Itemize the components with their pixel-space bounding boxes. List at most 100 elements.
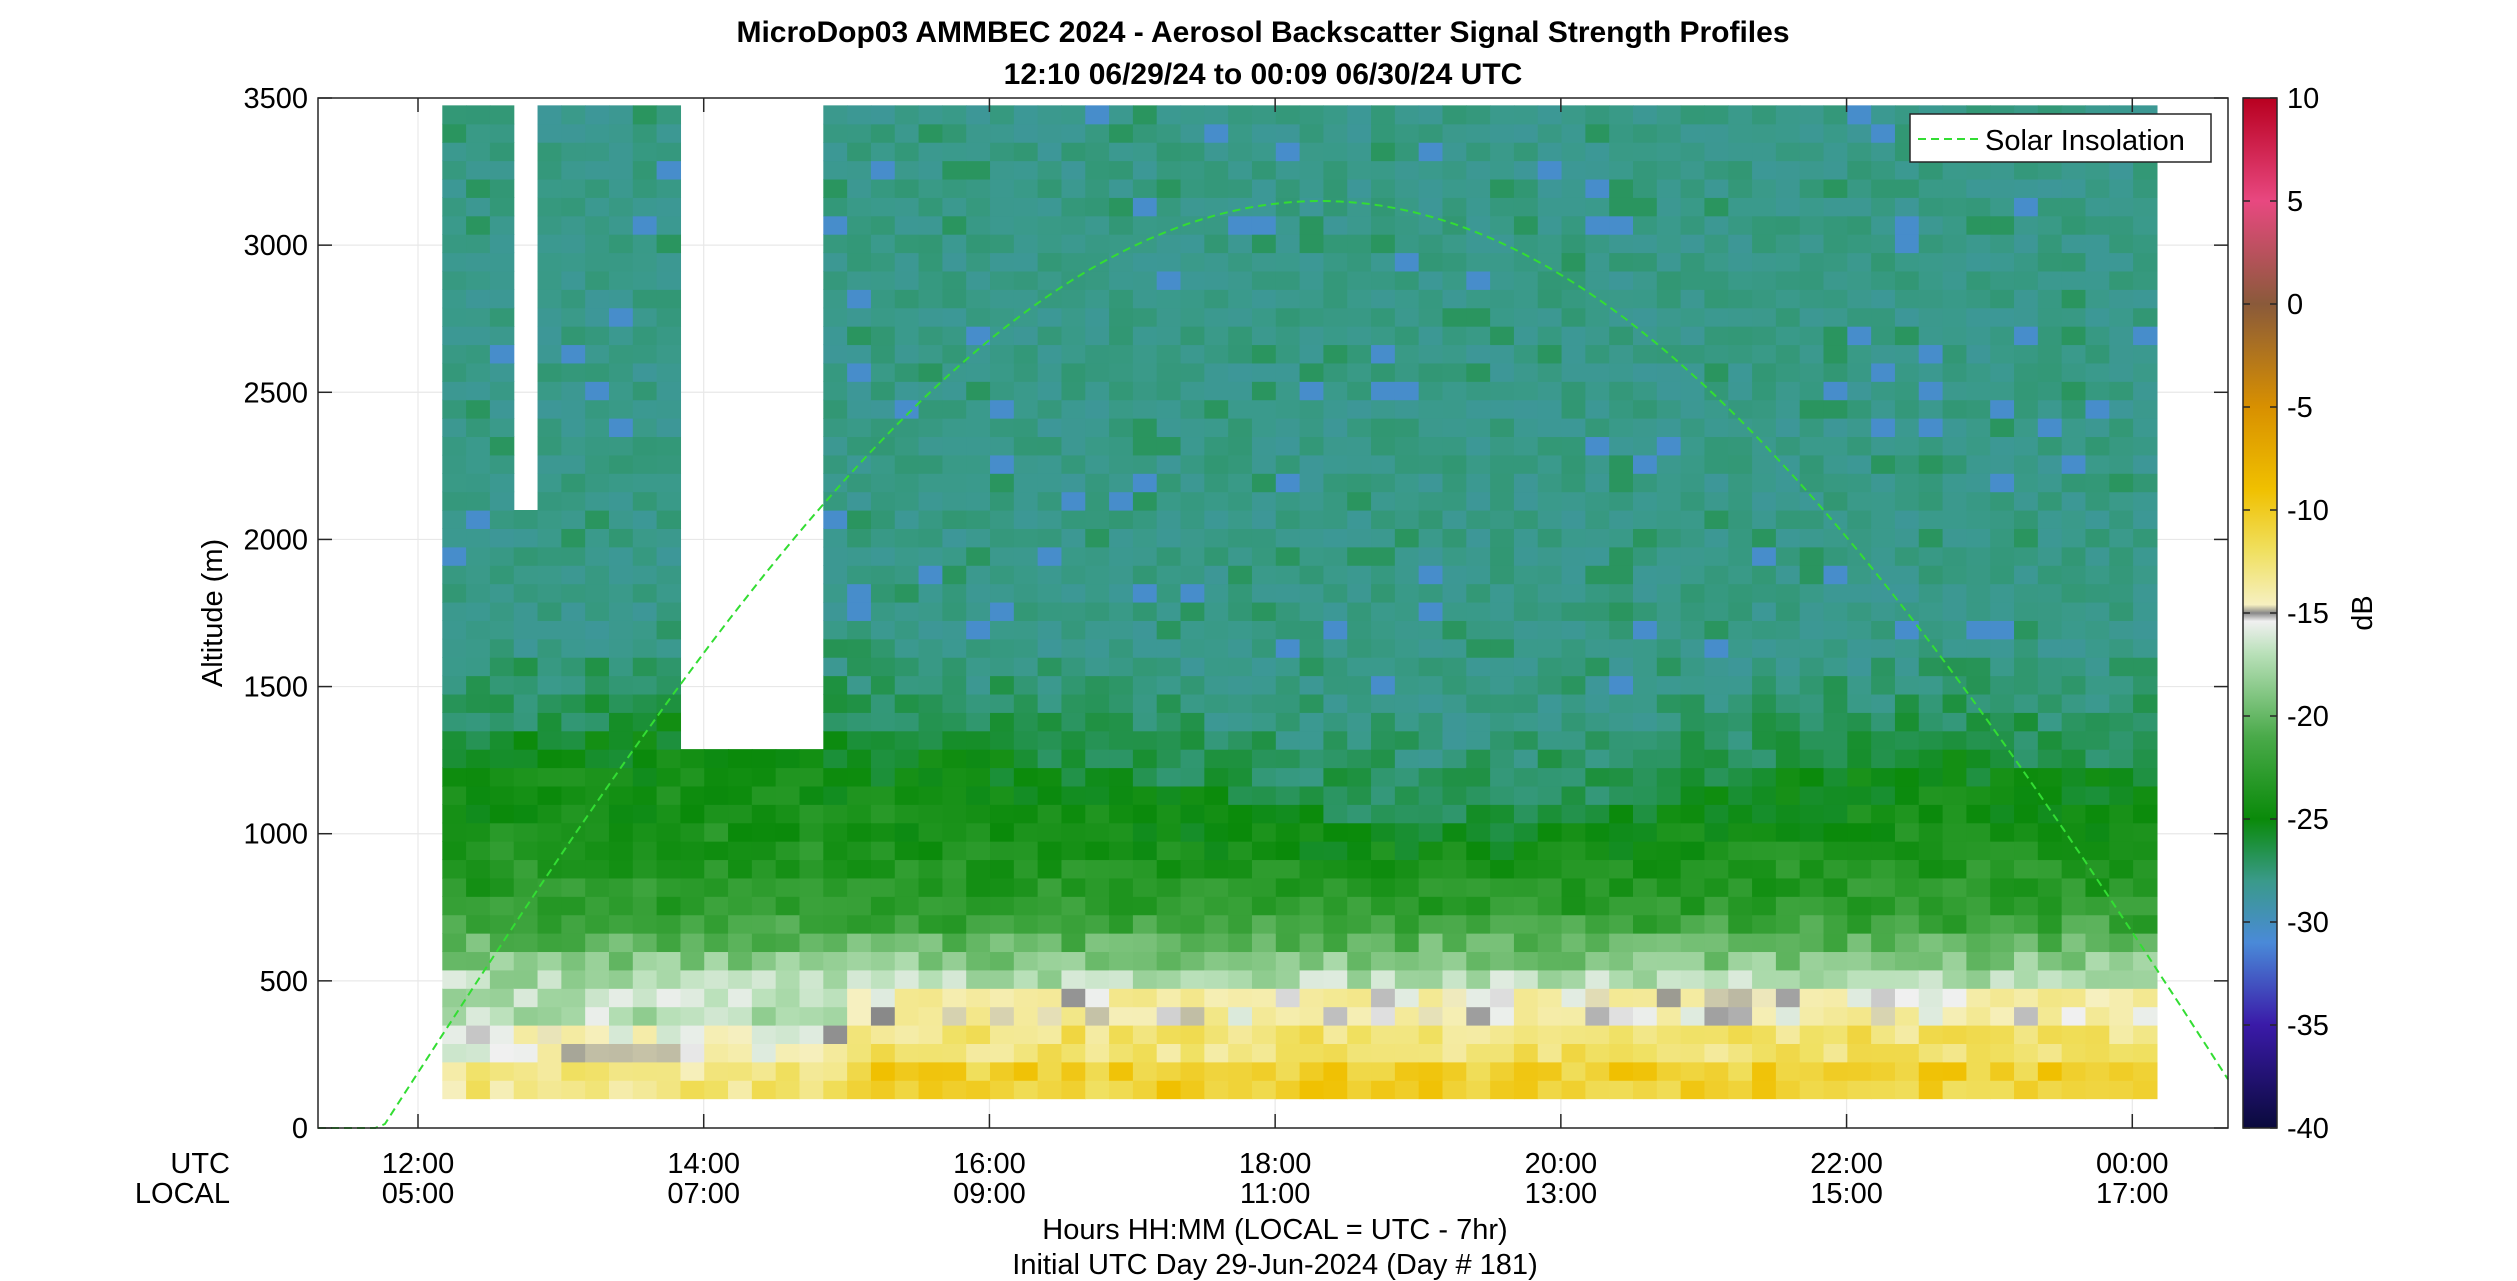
heatmap-cell <box>1966 1061 1991 1081</box>
heatmap-cell <box>1037 399 1063 419</box>
heatmap-cell <box>561 123 586 143</box>
heatmap-cell <box>1537 969 1563 989</box>
heatmap-cell <box>1204 767 1229 787</box>
heatmap-cell <box>1490 859 1515 879</box>
heatmap-cell <box>2014 951 2039 971</box>
heatmap-cell <box>1085 418 1110 438</box>
heatmap-cell <box>1109 620 1134 640</box>
heatmap-cell <box>1680 988 1706 1008</box>
heatmap-cell <box>1990 381 2015 401</box>
heatmap-cell <box>1656 197 1682 217</box>
heatmap-cell <box>561 142 586 162</box>
heatmap-cell <box>561 767 586 787</box>
heatmap-cell <box>1609 565 1634 585</box>
heatmap-cell <box>489 307 515 327</box>
heatmap-cell <box>656 767 682 787</box>
heatmap-cell <box>2037 454 2063 474</box>
heatmap-cell <box>442 1061 467 1081</box>
heatmap-cell <box>1871 785 1896 805</box>
heatmap-cell <box>990 933 1015 953</box>
heatmap-cell <box>537 675 562 695</box>
heatmap-cell <box>608 601 634 621</box>
heatmap-cell <box>1704 160 1729 180</box>
heatmap-cell <box>942 896 967 916</box>
heatmap-cell <box>1109 399 1134 419</box>
heatmap-cell <box>466 620 491 640</box>
heatmap-cell <box>632 565 658 585</box>
heatmap-cell <box>1061 969 1086 989</box>
heatmap-cell <box>2014 859 2039 879</box>
heatmap-cell <box>894 693 920 713</box>
heatmap-cell <box>918 785 943 805</box>
heatmap-cell <box>1799 859 1825 879</box>
heatmap-cell <box>1228 693 1253 713</box>
heatmap-cell <box>775 1025 801 1044</box>
heatmap-cell <box>1561 252 1586 272</box>
heatmap-cell <box>775 1006 801 1026</box>
heatmap-cell <box>1966 583 1991 603</box>
heatmap-cell <box>489 178 515 198</box>
heatmap-cell <box>1037 307 1063 327</box>
heatmap-cell <box>1347 1006 1372 1026</box>
heatmap-cell <box>2014 601 2039 621</box>
heatmap-cell <box>1894 160 1920 180</box>
heatmap-cell <box>2061 693 2087 713</box>
heatmap-cell <box>1585 1061 1610 1081</box>
heatmap-cell <box>1037 822 1063 842</box>
heatmap-cell <box>1775 197 1801 217</box>
heatmap-cell <box>1752 822 1777 842</box>
heatmap-cells <box>442 105 2158 1100</box>
heatmap-cell <box>585 693 610 713</box>
heatmap-cell <box>870 693 896 713</box>
heatmap-cell <box>1942 712 1967 732</box>
heatmap-cell <box>1275 565 1301 585</box>
heatmap-cell <box>1109 601 1134 621</box>
heatmap-cell <box>1728 197 1753 217</box>
heatmap-cell <box>1109 914 1134 934</box>
heatmap-cell <box>2037 877 2063 897</box>
heatmap-cell <box>1275 197 1301 217</box>
heatmap-cell <box>1823 160 1848 180</box>
heatmap-cell <box>608 197 634 217</box>
heatmap-cell <box>2061 344 2087 364</box>
heatmap-cell <box>990 914 1015 934</box>
heatmap-cell <box>1680 822 1706 842</box>
heatmap-cell <box>1656 749 1682 769</box>
heatmap-cell <box>1990 841 2015 861</box>
heatmap-cell <box>466 307 491 327</box>
heatmap-cell <box>1775 822 1801 842</box>
heatmap-cell <box>1704 344 1729 364</box>
heatmap-cell <box>1299 436 1325 456</box>
heatmap-cell <box>1990 1043 2015 1063</box>
heatmap-cell <box>1371 657 1396 677</box>
heatmap-cell <box>894 822 920 842</box>
heatmap-cell <box>585 730 610 750</box>
y-tick-label: 0 <box>292 1113 308 1145</box>
heatmap-cell <box>2085 418 2110 438</box>
heatmap-cell <box>894 215 920 235</box>
heatmap-cell <box>870 178 896 198</box>
heatmap-cell <box>1204 197 1229 217</box>
heatmap-cell <box>1728 454 1753 474</box>
heatmap-cell <box>1180 546 1205 566</box>
heatmap-cell <box>1609 675 1634 695</box>
heatmap-cell <box>1347 620 1372 640</box>
x-tick-label-local: 13:00 <box>1525 1178 1598 1210</box>
heatmap-cell <box>1704 1043 1729 1063</box>
heatmap-cell <box>489 767 515 787</box>
heatmap-cell <box>1323 344 1348 364</box>
heatmap-cell <box>1799 454 1825 474</box>
heatmap-cell <box>1180 123 1205 143</box>
heatmap-cell <box>2133 381 2158 401</box>
heatmap-cell <box>1347 252 1372 272</box>
heatmap-cell <box>1990 638 2015 658</box>
heatmap-cell <box>466 454 491 474</box>
heatmap-cell <box>1894 620 1920 640</box>
heatmap-cell <box>966 473 991 493</box>
heatmap-cell <box>1918 749 1944 769</box>
heatmap-cell <box>1561 546 1586 566</box>
heatmap-cell <box>823 657 848 677</box>
heatmap-cell <box>561 215 586 235</box>
heatmap-cell <box>1085 491 1110 511</box>
heatmap-cell <box>894 841 920 861</box>
